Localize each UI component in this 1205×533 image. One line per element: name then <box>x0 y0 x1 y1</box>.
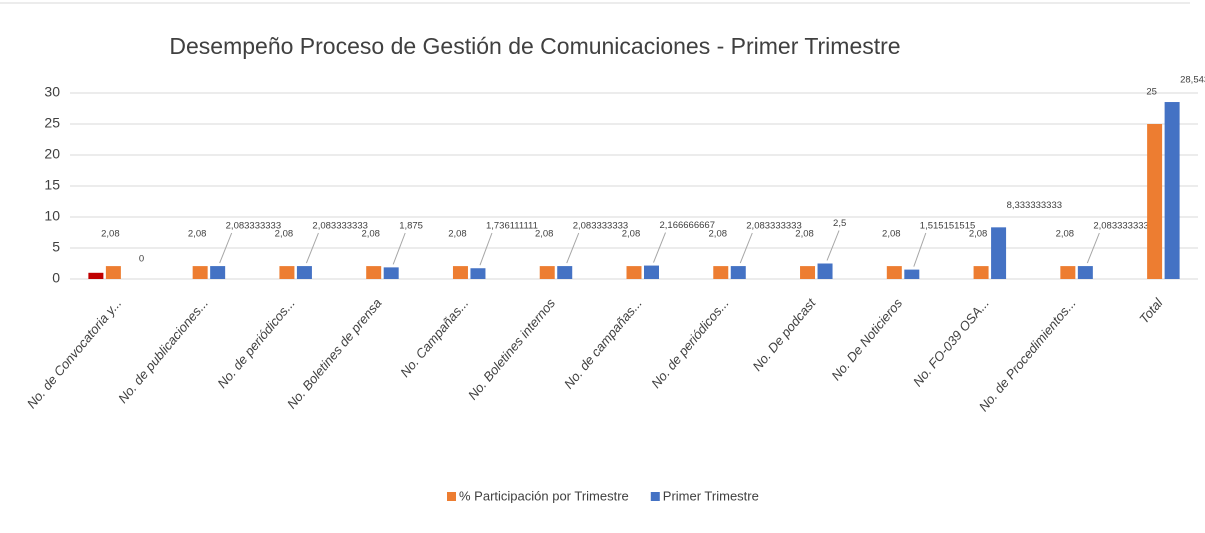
bar <box>470 268 486 279</box>
bar <box>713 266 729 279</box>
x-tick-label: Total <box>1136 295 1166 327</box>
leader-line <box>479 232 493 266</box>
data-label: 8,333333333 <box>1007 200 1062 211</box>
x-tick-label: No. de publicaciones... <box>115 295 211 405</box>
bar <box>105 266 121 279</box>
bar <box>626 266 642 279</box>
bar <box>800 266 816 279</box>
data-label: 2,083333333 <box>1093 221 1148 232</box>
chart-title: Desempeño Proceso de Gestión de Comunica… <box>169 33 900 59</box>
bar <box>973 266 989 279</box>
leader-line <box>305 232 319 264</box>
data-label: 2,083333333 <box>573 221 628 232</box>
data-label: 2,166666667 <box>660 220 715 231</box>
data-label: 2,08 <box>188 229 207 240</box>
data-label: 28,543 <box>1180 75 1205 86</box>
x-tick-label: No. de periódicos... <box>648 295 731 390</box>
leader-line <box>566 232 580 264</box>
x-tick-label: No. De podcast <box>749 294 819 373</box>
bar <box>192 266 208 279</box>
bar <box>1164 102 1180 279</box>
x-tick-label: No. de periódicos... <box>214 295 297 390</box>
bar <box>1147 124 1163 279</box>
data-label: 2,08 <box>882 229 901 240</box>
x-tick-label: No. de Procedimientos... <box>976 295 1079 414</box>
bar <box>383 267 399 279</box>
leader-line <box>913 232 927 267</box>
data-label: 2,08 <box>709 229 728 240</box>
leader-line <box>1086 232 1100 264</box>
bar <box>279 266 295 279</box>
leader-line <box>826 230 840 261</box>
data-label: 2,08 <box>275 229 294 240</box>
bar <box>730 266 746 279</box>
legend-label: Primer Trimestre <box>663 488 759 503</box>
y-tick-label: 5 <box>52 239 60 255</box>
bar <box>296 266 312 279</box>
bar <box>557 266 573 279</box>
data-label: 2,08 <box>622 229 641 240</box>
bar <box>886 266 902 279</box>
y-tick-label: 25 <box>44 115 60 131</box>
data-label: 2,08 <box>101 229 120 240</box>
bar <box>991 227 1007 279</box>
bar <box>1077 266 1093 279</box>
data-label: 1,875 <box>399 221 423 232</box>
leader-line <box>219 232 233 264</box>
x-tick-label: No. Boletines de prensa <box>284 295 385 411</box>
bar <box>904 269 920 279</box>
data-label: 2,08 <box>1056 229 1075 240</box>
data-label: 25 <box>1146 87 1157 98</box>
data-label: 2,5 <box>833 218 846 229</box>
bar <box>539 266 555 279</box>
bar <box>210 266 226 279</box>
y-tick-label: 0 <box>52 270 60 286</box>
bar <box>644 265 659 279</box>
bar <box>366 266 382 279</box>
data-label: 2,08 <box>535 229 554 240</box>
y-tick-label: 30 <box>44 84 60 100</box>
x-tick-label: No. Boletines internos <box>465 295 559 402</box>
data-label: 2,083333333 <box>226 221 281 232</box>
x-tick-label: No. De Noticieros <box>828 295 905 383</box>
leader-line <box>392 232 406 265</box>
bar <box>1060 266 1076 279</box>
bar <box>817 263 833 279</box>
data-label: 1,736111111 <box>486 221 538 232</box>
x-tick-label: No. de Convocatoria y... <box>24 295 125 411</box>
data-label: 2,083333333 <box>746 221 801 232</box>
data-label: 2,083333333 <box>312 221 367 232</box>
data-label: 2,08 <box>361 229 380 240</box>
x-tick-label: No. FO-039 OSA... <box>910 295 992 389</box>
data-label: 0 <box>139 254 144 265</box>
legend-swatch <box>447 492 456 501</box>
data-label: 2,08 <box>969 229 988 240</box>
data-label: 1,515151515 <box>920 221 975 232</box>
x-tick-label: No. Campañas... <box>397 295 471 379</box>
y-tick-label: 10 <box>44 208 60 224</box>
legend-swatch <box>650 492 660 501</box>
legend-label: % Participación por Trimestre <box>459 488 629 503</box>
bar <box>88 272 104 279</box>
y-tick-label: 15 <box>44 177 60 193</box>
data-label: 2,08 <box>448 229 467 240</box>
leader-line <box>739 232 753 264</box>
bar <box>452 266 468 279</box>
y-tick-label: 20 <box>44 146 60 162</box>
data-label: 2,08 <box>795 229 814 240</box>
x-tick-label: No. de campañas... <box>561 295 645 391</box>
leader-line <box>653 232 666 263</box>
